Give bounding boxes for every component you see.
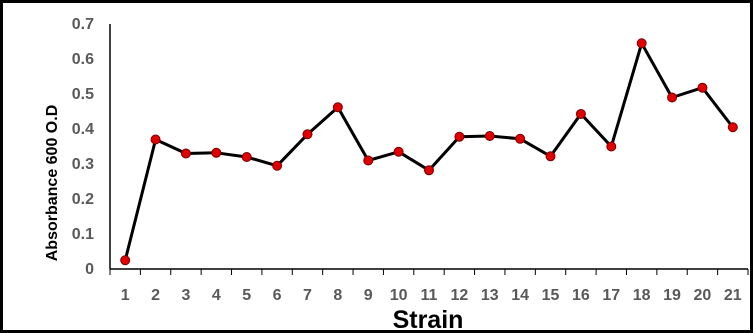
x-tick-label: 3 (181, 287, 190, 304)
data-point (241, 152, 252, 162)
data-point (545, 151, 556, 162)
data-point (727, 122, 738, 133)
x-tick-label: 13 (481, 287, 499, 304)
data-point (272, 160, 283, 171)
data-point (697, 82, 708, 93)
y-tick-label: 0.3 (72, 156, 94, 173)
data-point (211, 147, 222, 158)
y-tick-label: 0.5 (72, 86, 94, 103)
data-point (667, 92, 678, 103)
y-tick-label: 0.2 (72, 191, 94, 208)
data-point (150, 134, 161, 145)
data-point (393, 146, 404, 157)
x-tick-label: 5 (242, 287, 251, 304)
x-axis-title: Strain (393, 306, 464, 333)
data-point (120, 255, 131, 266)
x-tick-label: 8 (333, 287, 342, 304)
x-tick-label: 18 (633, 287, 651, 304)
data-point (636, 38, 647, 49)
data-point (454, 131, 465, 142)
data-point (332, 102, 343, 113)
x-tick-label: 7 (303, 287, 312, 304)
data-point (363, 155, 374, 166)
y-tick-label: 0.7 (72, 16, 94, 33)
x-tick-label: 21 (724, 287, 742, 304)
x-tick-label: 16 (572, 287, 590, 304)
data-point (575, 108, 586, 119)
data-point (302, 129, 313, 140)
y-tick-label: 0.4 (72, 121, 94, 138)
y-tick-label: 0.1 (72, 226, 94, 243)
y-axis-title: Absorbance 600 O.D (44, 105, 61, 262)
x-tick-label: 9 (364, 287, 373, 304)
y-tick-label: 0.6 (72, 51, 94, 68)
data-point (606, 141, 617, 152)
data-point (484, 131, 495, 141)
tick-labels: 00.10.20.30.40.50.60.71 2 3 4 5 6 7 8 9 10 11 12 13 1… (72, 16, 742, 304)
x-tick-label: 12 (450, 287, 468, 304)
x-tick-label: 10 (390, 287, 408, 304)
x-tick-label: 1 (121, 287, 130, 304)
data-point (180, 148, 191, 159)
x-tick-label: 19 (663, 287, 681, 304)
x-tick-label: 11 (421, 287, 438, 304)
x-tick-label: 2 (151, 287, 160, 304)
data-point (424, 165, 434, 176)
y-tick-label: 0 (85, 261, 94, 278)
data-point (515, 133, 526, 144)
x-tick-label: 6 (273, 287, 282, 304)
x-tick-label: 20 (694, 287, 712, 304)
series-layer (120, 38, 738, 266)
chart-axes (109, 24, 749, 275)
x-tick-label: 14 (511, 287, 529, 304)
x-tick-label: 4 (212, 287, 221, 304)
x-tick-label: 15 (542, 287, 560, 304)
x-tick-label: 17 (602, 287, 620, 304)
